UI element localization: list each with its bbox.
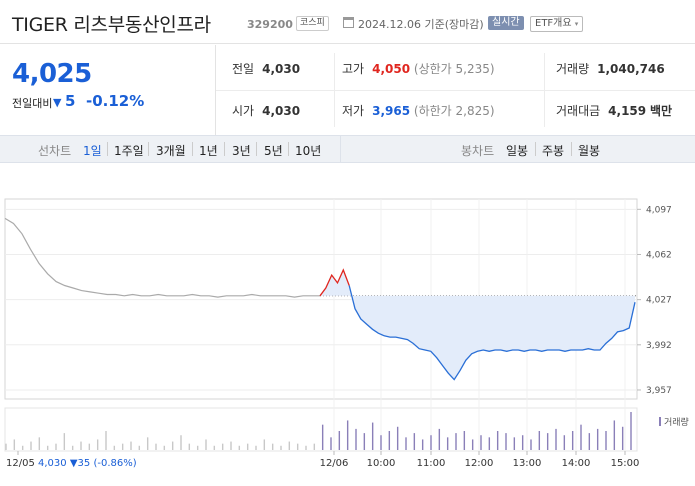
market-badge: 코스피 (296, 16, 329, 31)
chevron-down-icon: ▾ (574, 20, 579, 28)
y-tick-label: 4,062 (646, 250, 672, 260)
volume-cell: 거래량 1,040,746 (556, 60, 665, 77)
previous-day-line (4, 217, 320, 298)
column-divider (334, 53, 335, 127)
open-cell: 시가 4,030 (232, 102, 300, 119)
tab-divider (571, 142, 572, 156)
tab-weekly[interactable]: 주봉 (542, 144, 565, 158)
down-triangle-icon: ▼ (53, 96, 62, 109)
tab-divider (192, 142, 193, 156)
tab-divider (148, 142, 149, 156)
stock-header: TIGER 리츠부동산인프라 329200 코스피 2024.12.06 기준(… (0, 0, 695, 44)
tab-3m[interactable]: 3개월 (156, 144, 186, 158)
volume-legend: 거래량 (659, 415, 689, 428)
x-tick-label: 15:00 (611, 458, 640, 469)
upper-limit-text: (상한가 5,235) (413, 62, 495, 76)
tab-divider (256, 142, 257, 156)
plot-frame (4, 198, 638, 400)
low-label: 저가 (342, 104, 365, 118)
lower-limit-text: (하한가 2,825) (413, 104, 495, 118)
tab-group-divider (340, 136, 341, 163)
candle-chart-label: 봉차트 (461, 144, 495, 158)
tab-divider (107, 142, 108, 156)
amount-label: 거래대금 (556, 104, 601, 118)
etf-overview-label: ETF개요 (535, 18, 572, 29)
current-price: 4,025 (12, 59, 92, 89)
open-label: 시가 (232, 104, 255, 118)
bottom-info: 12/05 4,030 ▼35 (-0.86%) (6, 458, 137, 469)
high-value: 4,050 (372, 62, 411, 76)
tab-3y[interactable]: 3년 (232, 144, 251, 158)
x-tick-label: 12:00 (465, 458, 494, 469)
x-tick-label: 14:00 (562, 458, 591, 469)
column-divider (544, 53, 545, 127)
volume-frame (4, 407, 638, 452)
tab-10y[interactable]: 10년 (295, 144, 322, 158)
quote-panel: 4,025 전일대비 ▼ 5 -0.12% 전일 4,030 고가 4,050 (상… (0, 45, 695, 135)
x-tick-label: 12/06 (320, 458, 349, 469)
tab-divider (224, 142, 225, 156)
prev-close-value: 4,030 (262, 62, 301, 76)
line-chart-label: 선차트 (38, 144, 72, 158)
volume-label: 거래량 (556, 62, 590, 76)
tab-monthly[interactable]: 월봉 (578, 144, 601, 158)
chart-canvas: 4,097 4,062 4,027 3,992 3,957 12/06 10:00 11:00… (4, 198, 672, 469)
price-line (348, 285, 636, 381)
tab-divider (535, 142, 536, 156)
volume-legend-label: 거래량 (664, 418, 689, 428)
y-tick-label: 3,957 (646, 386, 672, 396)
y-tick-label: 4,097 (646, 205, 672, 215)
price-box: 4,025 전일대비 ▼ 5 -0.12% (0, 45, 216, 135)
change-percent: -0.12% (86, 92, 145, 110)
amount-unit: 백만 (649, 104, 673, 118)
stock-name: TIGER 리츠부동산인프라 (12, 14, 211, 36)
tab-daily[interactable]: 일봉 (506, 144, 529, 158)
y-tick-label: 4,027 (646, 296, 672, 306)
stock-code: 329200 (247, 18, 293, 31)
above-reference-line (319, 268, 350, 297)
low-cell: 저가 3,965 (하한가 2,825) (342, 102, 495, 119)
tab-5y[interactable]: 5년 (264, 144, 283, 158)
bottom-date: 12/05 (6, 458, 35, 469)
x-tick-label: 10:00 (367, 458, 396, 469)
row-divider (216, 90, 695, 91)
x-tick-label: 11:00 (417, 458, 446, 469)
etf-overview-dropdown[interactable]: ETF개요 ▾ (530, 16, 584, 32)
period-tab-bar: 선차트 1일 1주일 3개월 1년 3년 5년 10년 봉차트 일봉 주봉 월봉 (0, 135, 695, 163)
low-value: 3,965 (372, 104, 411, 118)
high-label: 고가 (342, 62, 365, 76)
y-tick-label: 3,992 (646, 341, 672, 351)
bottom-price: 4,030 (38, 458, 67, 469)
tab-1d[interactable]: 1일 (83, 144, 102, 158)
bottom-change: ▼35 (69, 458, 91, 469)
tab-1w[interactable]: 1주일 (114, 144, 144, 158)
x-tick-label: 13:00 (513, 458, 542, 469)
price-chart[interactable]: 4,097 4,062 4,027 3,992 3,957 12/06 10:00 11:00… (0, 163, 695, 486)
prev-close-cell: 전일 4,030 (232, 60, 300, 77)
calendar-icon (343, 17, 354, 28)
volume-value: 1,040,746 (597, 62, 665, 76)
change-value: 5 (65, 92, 76, 110)
amount-cell: 거래대금 4,159 백만 (556, 102, 672, 119)
amount-value: 4,159 (608, 104, 647, 118)
high-cell: 고가 4,050 (상한가 5,235) (342, 60, 495, 77)
tab-1y[interactable]: 1년 (199, 144, 218, 158)
bottom-percent: (-0.86%) (93, 458, 137, 469)
tab-divider (288, 142, 289, 156)
open-value: 4,030 (262, 104, 301, 118)
below-reference-area (320, 270, 635, 380)
prev-close-label: 전일 (232, 62, 255, 76)
change-label: 전일대비 (12, 97, 53, 110)
date-text: 2024.12.06 기준(장마감) (358, 18, 484, 31)
realtime-button[interactable]: 실시간 (488, 16, 524, 30)
